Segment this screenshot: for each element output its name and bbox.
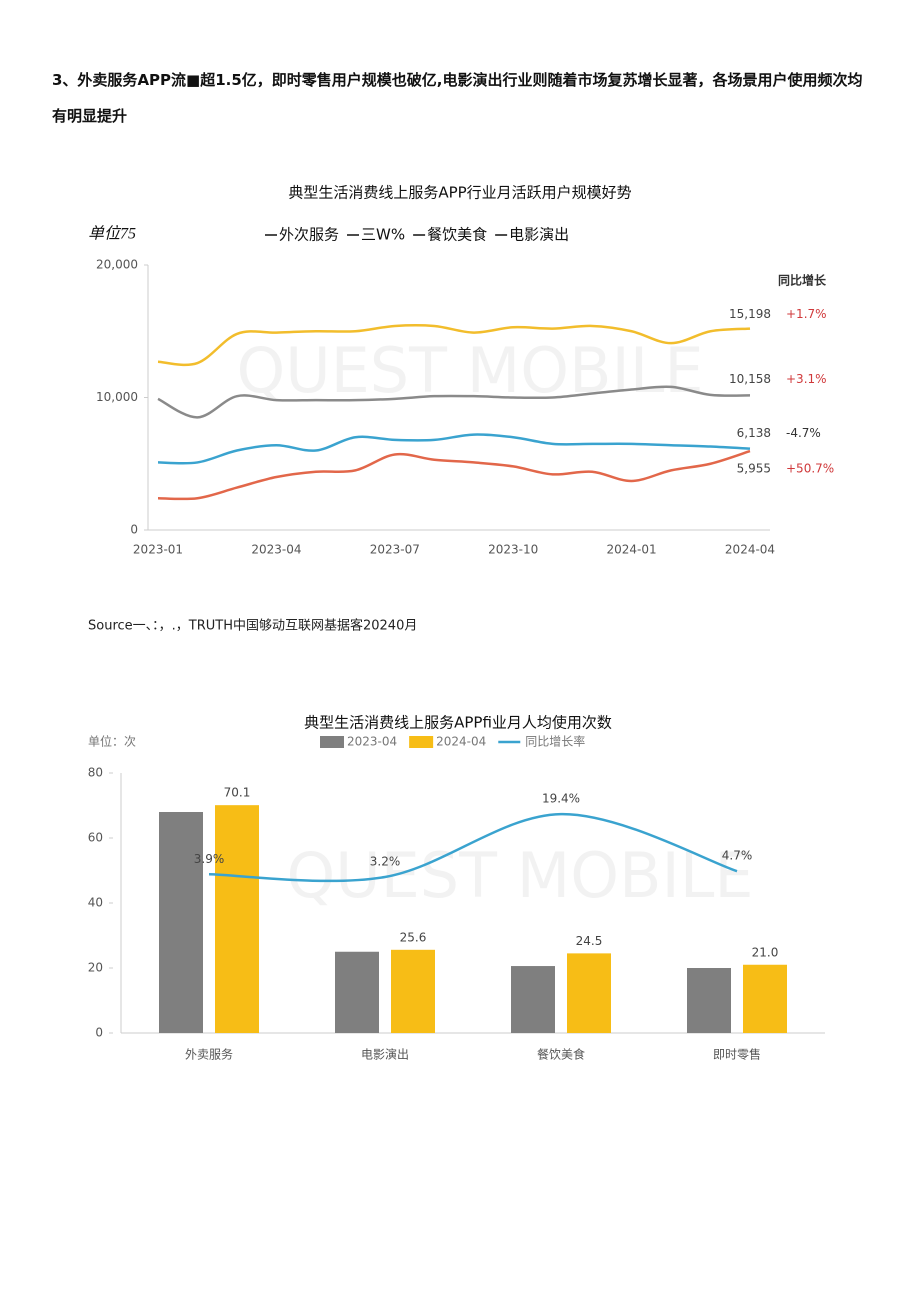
- value-label: 19.4%: [542, 792, 580, 806]
- change-label: +1.7%: [786, 307, 827, 321]
- legend-swatch: [409, 736, 434, 748]
- y-tick-label: 20,000: [96, 258, 138, 272]
- legend-label: 同比增长率: [525, 734, 585, 749]
- legend-label: 电影演出: [509, 226, 569, 244]
- x-tick-label: 2023-04: [251, 543, 301, 557]
- y-tick-label: 20: [88, 961, 103, 975]
- y-tick-label: 40: [88, 896, 103, 910]
- y-tick-label: 0: [95, 1026, 103, 1040]
- bar: [391, 949, 435, 1033]
- x-tick-label: 2024-04: [725, 543, 775, 557]
- value-label: 70.1: [224, 786, 251, 800]
- value-label: 5,955: [737, 462, 771, 476]
- legend-label: 2023-04: [347, 735, 397, 749]
- paragraph: 3、外卖服务APP流■超1.5亿，即时零售用户规模也破亿,电影演出行业则随着市场…: [52, 71, 863, 125]
- y-tick-label: 60: [88, 831, 103, 845]
- bar: [159, 812, 203, 1033]
- bar: [743, 964, 787, 1033]
- series-line: [157, 433, 751, 465]
- value-label: 21.0: [752, 945, 779, 959]
- x-tick-label: 外卖服务: [185, 1047, 233, 1062]
- legend-label: 2024-04: [436, 735, 486, 749]
- value-label: 3.9%: [194, 852, 225, 866]
- change-label: -4.7%: [786, 426, 821, 440]
- x-tick-label: 餐饮美食: [537, 1047, 585, 1062]
- y-tick-label: 0: [130, 523, 138, 537]
- series-line: [208, 812, 738, 883]
- unit: 单位75: [88, 225, 136, 243]
- legend-swatch: [320, 736, 344, 748]
- value-label: 25.6: [400, 930, 427, 944]
- watermark: QUEST MOBILE: [286, 839, 753, 912]
- legend-label: 外次服务: [279, 226, 339, 244]
- x-tick-label: 电影演出: [361, 1047, 409, 1062]
- value-label: 10,158: [729, 372, 771, 386]
- series-line: [157, 323, 751, 367]
- x-tick-label: 2024-01: [607, 543, 657, 557]
- chart-title: 典型生活消费线上服务APPfi业月人均使用次数: [304, 714, 612, 732]
- x-tick-label: 2023-01: [133, 543, 183, 557]
- x-tick-label: 2023-10: [488, 543, 538, 557]
- value-label: 4.7%: [722, 849, 753, 863]
- y-tick-label: 80: [88, 766, 103, 780]
- change-label: +3.1%: [786, 372, 827, 386]
- x-tick-label: 即时零售: [713, 1047, 761, 1062]
- value-label: 3.2%: [370, 855, 401, 869]
- unit: 单位：次: [88, 734, 136, 749]
- bar: [215, 805, 259, 1033]
- y-tick-label: 10,000: [96, 390, 138, 404]
- series-line: [157, 385, 751, 419]
- bar: [335, 951, 379, 1033]
- series-line: [157, 449, 751, 501]
- bar: [511, 966, 555, 1033]
- legend-label: 三W%: [361, 226, 405, 244]
- source: Source一、：，.，TRUTH中国够动互联网基据客20240月: [88, 618, 417, 634]
- change-label: +50.7%: [786, 462, 834, 476]
- bar: [687, 968, 731, 1033]
- chart-title: 典型生活消费线上服务APP行业月活跃用户规模好势: [288, 184, 631, 202]
- value-label: 15,198: [729, 307, 771, 321]
- change-header: 同比增长: [778, 273, 827, 288]
- value-label: 6,138: [737, 426, 771, 440]
- legend-label: 餐饮美食: [427, 226, 487, 244]
- bar: [567, 953, 611, 1033]
- value-label: 24.5: [576, 934, 603, 948]
- x-tick-label: 2023-07: [370, 543, 420, 557]
